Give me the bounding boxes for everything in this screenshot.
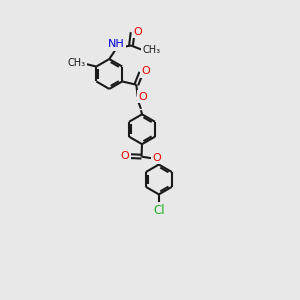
Text: CH₃: CH₃	[68, 58, 86, 68]
Text: Cl: Cl	[153, 204, 165, 217]
Text: O: O	[121, 151, 130, 160]
Text: O: O	[141, 66, 150, 76]
Text: CH₃: CH₃	[142, 45, 161, 55]
Text: NH: NH	[108, 39, 125, 50]
Text: O: O	[138, 92, 147, 102]
Text: O: O	[152, 153, 161, 163]
Text: O: O	[133, 27, 142, 37]
